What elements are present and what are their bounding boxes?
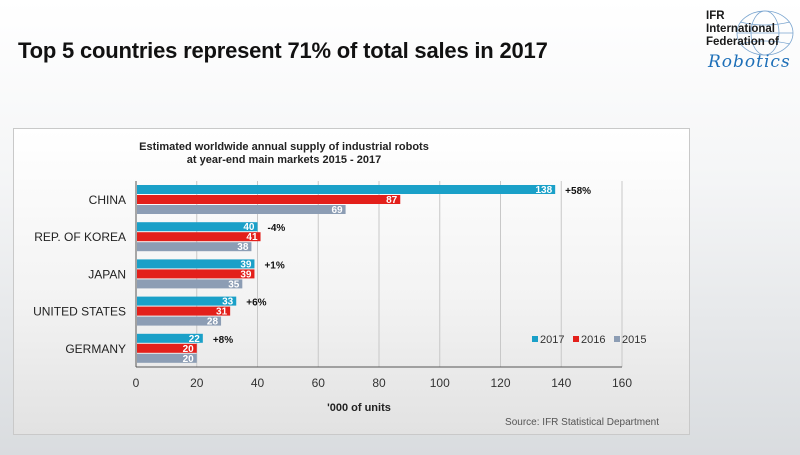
x-tick-label-120: 120 [490, 376, 510, 390]
bar-value-2017-2: 39 [240, 259, 252, 270]
x-tick-label-140: 140 [551, 376, 571, 390]
x-tick-label-60: 60 [312, 376, 326, 390]
chart-title-line1: Estimated worldwide annual supply of ind… [139, 141, 429, 153]
x-tick-label-20: 20 [190, 376, 204, 390]
category-label-2: JAPAN [88, 267, 126, 281]
bar-value-2015-2: 35 [228, 279, 240, 290]
bar-2017-3 [137, 296, 237, 306]
logo-federation: Federation of [706, 36, 779, 48]
chart-title-line2: at year-end main markets 2015 - 2017 [186, 154, 382, 166]
category-label-0: CHINA [89, 193, 126, 207]
legend-swatch-2015 [614, 336, 620, 342]
legend-label-2016: 2016 [581, 334, 605, 346]
bar-2015-3 [137, 316, 222, 326]
bar-2015-4 [137, 353, 197, 363]
category-label-4: GERMANY [65, 342, 126, 356]
growth-label-4: +8% [213, 335, 233, 346]
ifr-logo: IFR International Federation of Robotics [706, 10, 796, 78]
bar-2015-1 [137, 242, 252, 252]
bar-2015-2 [137, 279, 243, 289]
bar-value-2017-0: 138 [535, 185, 552, 196]
bar-2017-1 [137, 222, 258, 232]
slide-title: Top 5 countries represent 71% of total s… [18, 38, 548, 63]
growth-label-0: +58% [565, 186, 591, 197]
x-tick-label-80: 80 [372, 376, 386, 390]
bar-value-2015-3: 28 [207, 317, 219, 328]
bar-value-2016-2: 39 [240, 269, 252, 280]
x-axis-label: '000 of units [327, 402, 391, 414]
x-tick-label-0: 0 [133, 376, 140, 390]
x-tick-label-100: 100 [430, 376, 450, 390]
legend-label-2015: 2015 [622, 334, 646, 346]
x-tick-label-40: 40 [251, 376, 265, 390]
bar-2016-1 [137, 232, 261, 242]
logo-ifr: IFR [706, 10, 725, 22]
bar-2016-3 [137, 306, 231, 316]
bar-value-2017-3: 33 [222, 297, 234, 308]
bar-value-2016-3: 31 [216, 307, 228, 318]
growth-label-1: -4% [268, 223, 286, 234]
bar-2017-2 [137, 259, 255, 269]
legend-swatch-2017 [532, 336, 538, 342]
legend-label-2017: 2017 [540, 334, 564, 346]
globe-icon [736, 10, 794, 56]
chart-panel: Estimated worldwide annual supply of ind… [13, 128, 690, 435]
bar-value-2015-0: 69 [331, 205, 343, 216]
bar-value-2017-4: 22 [189, 334, 201, 345]
category-label-1: REP. OF KOREA [34, 230, 126, 244]
category-label-3: UNITED STATES [33, 305, 126, 319]
chart-title: Estimated worldwide annual supply of ind… [134, 141, 434, 167]
bar-2017-4 [137, 333, 203, 343]
legend-swatch-2016 [573, 336, 579, 342]
x-tick-label-160: 160 [612, 376, 632, 390]
bar-2015-0 [137, 205, 346, 214]
bar-value-2016-0: 87 [386, 195, 398, 206]
bar-2016-4 [137, 343, 197, 353]
bar-2016-2 [137, 269, 255, 279]
bar-value-2015-4: 20 [183, 354, 195, 365]
bar-value-2015-1: 38 [237, 242, 249, 253]
bar-chart: 0 20 40 60 80 100 120 140 160 '000 of units CHINA 1… [33, 181, 646, 414]
bar-value-2016-1: 41 [246, 232, 258, 243]
logo-robotics: Robotics [708, 52, 791, 72]
bar-value-2016-4: 20 [183, 344, 195, 355]
bar-value-2017-1: 40 [243, 222, 255, 233]
bar-2016-0 [137, 195, 401, 204]
chart-source: Source: IFR Statistical Department [505, 417, 659, 428]
growth-label-2: +1% [264, 260, 284, 271]
bar-2017-0 [137, 185, 556, 194]
logo-international: International [706, 23, 776, 35]
growth-label-3: +6% [246, 298, 266, 309]
